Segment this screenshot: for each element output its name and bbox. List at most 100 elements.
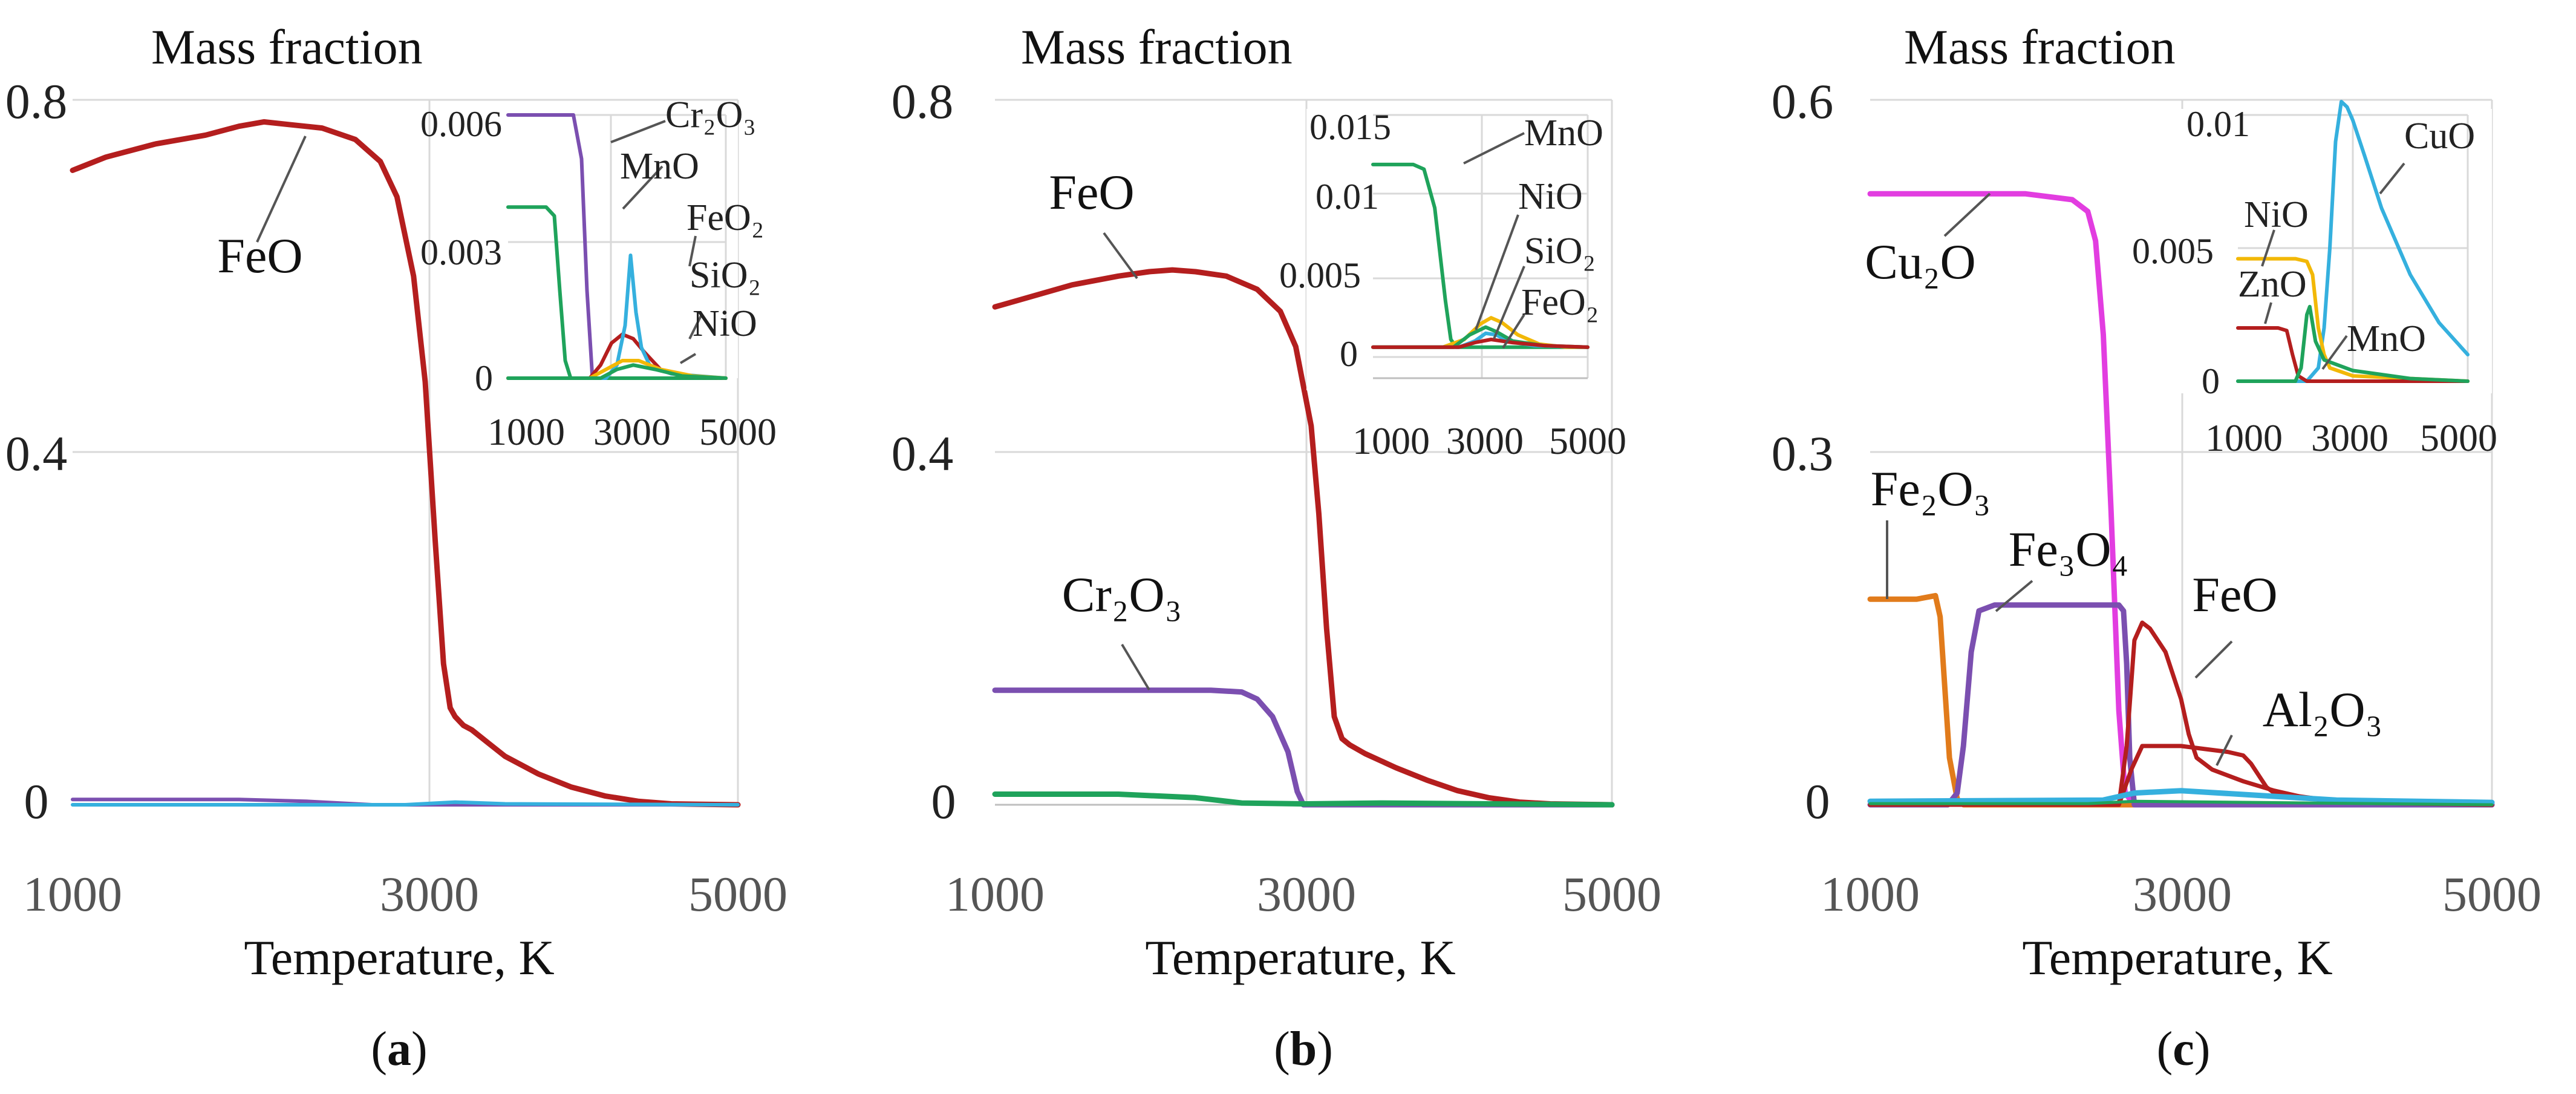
panel-a-inset-label-cr2o3: Cr₂O₃ [665, 94, 756, 136]
panel-c-series-al2o3-4 [1868, 744, 2494, 807]
panel-a-ytick-0: 0 [24, 774, 49, 829]
panel-a-title: Mass fraction [151, 19, 423, 74]
panel-b-inset-label-nio: NiO [1518, 176, 1583, 217]
panel-c-caption: (c) [2157, 1023, 2211, 1076]
panel-b-inset-ytick-0.005: 0.005 [1279, 255, 1361, 295]
panel-c-caption-letter: c [2173, 1023, 2194, 1076]
panel-c-inset-series [2236, 100, 2470, 383]
panel-c-inset-series-cuo-0 [2236, 100, 2470, 383]
panel-c-xtick-1000: 1000 [1821, 866, 1920, 922]
panel-b-series-cr2o3-1 [992, 687, 1615, 808]
panel-c-inset-xtick-1000: 1000 [2205, 416, 2283, 459]
panel-c-ytick-0.6: 0.6 [1772, 74, 1834, 129]
panel-c-xtick-5000: 5000 [2442, 866, 2542, 922]
panel-b-gridlines [995, 99, 1613, 805]
panel-b-feo-label: FeO [1049, 165, 1134, 220]
panel-b-inset-series-feo-4 [1371, 338, 1590, 349]
panel-c-cu2o-label: Cu₂O [1865, 234, 1976, 289]
panel-a-inset-callout-mno [622, 165, 664, 210]
panel-c-inset-xtick-5000: 5000 [2420, 416, 2497, 459]
panel-b-inset: 0.015 0.01 0.005 0 1000 3000 5000 MnO Ni… [1279, 107, 1626, 462]
panel-a-ytick-0.8: 0.8 [5, 74, 68, 129]
panel-c-inset-ytick-0.01: 0.01 [2186, 104, 2250, 144]
panel-a-inset-callout-cr2o3 [610, 120, 666, 143]
panel-a-inset-xtick-1000: 1000 [487, 410, 565, 453]
panel-a-inset-callout-sio2 [688, 314, 703, 339]
panel-a-inset-label-sio2: SiO₂ [690, 255, 761, 296]
panel-a-series-feo-0 [70, 119, 741, 808]
panel-c-series-mno-6 [1868, 799, 2494, 807]
panel-a-x-axis-label: Temperature, K [244, 930, 554, 985]
panel-b-inset-series [1371, 162, 1590, 349]
panel-c-ytick-0.3: 0.3 [1772, 426, 1834, 481]
panel-a-caption: (a) [371, 1023, 427, 1076]
panel-a-inset-callout-feo2 [688, 235, 697, 267]
panel-c-inset-callout-zno [2264, 302, 2272, 324]
panel-a-inset-ytick-0.006: 0.006 [420, 104, 502, 144]
panel-c-series-cuo-5 [1867, 788, 2495, 805]
panel-c-cu2o-callout [1943, 192, 1991, 237]
panel-a-ytick-0.4: 0.4 [5, 426, 68, 481]
panel-a-series [70, 119, 741, 808]
panel-b-feo-callout [1103, 232, 1138, 280]
panel-b-ytick-0.8: 0.8 [892, 74, 954, 129]
panel-c-inset-ytick-0.005: 0.005 [2132, 231, 2214, 271]
panel-c-feo-label: FeO [2192, 567, 2277, 622]
panel-b-inset-ytick-0.01: 0.01 [1316, 177, 1379, 217]
panel-a-xtick-1000: 1000 [23, 866, 122, 922]
panel-a-inset-series [506, 113, 728, 380]
panel-c-inset: 0.01 0.005 0 1000 3000 5000 CuO NiO ZnO … [2132, 100, 2497, 459]
panel-b-series-feo-0 [992, 267, 1615, 808]
panel-a: Mass fraction 0.8 0.4 0 1000 3000 5000 T… [5, 19, 787, 1076]
panel-b-inset-label-mno: MnO [1524, 113, 1603, 154]
panel-b-xtick-1000: 1000 [945, 866, 1045, 922]
panel-a-inset-label-nio: NiO [693, 303, 757, 344]
panel-c-fe3o4-label: Fe₃O₄ [2009, 522, 2128, 577]
panel-b-inset-label-sio2: SiO₂ [1524, 231, 1596, 272]
panel-c-feo-callout [2194, 640, 2233, 679]
panel-c-fe2o3-label: Fe₂O₃ [1871, 461, 1991, 516]
panel-b-inset-xtick-5000: 5000 [1549, 419, 1626, 462]
panel-c-inset-callout-mno [2321, 335, 2348, 370]
panel-b-xtick-3000: 3000 [1257, 866, 1356, 922]
panel-b-inset-callout-mno [1463, 132, 1525, 165]
panel-b-inset-callout-feo2 [1502, 313, 1525, 349]
panel-c-inset-label-cuo: CuO [2404, 116, 2475, 157]
panel-b-cr2o3-label: Cr₂O₃ [1062, 567, 1182, 622]
panel-a-inset-series-nio-5 [506, 363, 728, 380]
panel-c: Mass fraction 0.6 0.3 0 1000 3000 5000 T… [1772, 19, 2542, 1076]
panel-a-inset-ytick-0: 0 [475, 358, 493, 398]
panel-a-caption-letter: a [387, 1023, 411, 1076]
panel-a-xtick-5000: 5000 [688, 866, 787, 922]
panel-a-inset-callout-nio [679, 353, 697, 364]
panel-a-feo-callout [256, 136, 307, 243]
panel-c-title: Mass fraction [1904, 19, 2176, 74]
panel-a-inset-label-feo2: FeO₂ [686, 197, 764, 238]
panel-b-cr2o3-callout [1121, 643, 1150, 691]
panel-b-caption-letter: b [1290, 1023, 1317, 1076]
panel-c-fe3o4-callout [1995, 580, 2033, 612]
panel-c-inset-callout-nio [2261, 229, 2275, 267]
panel-c-series [1867, 191, 2495, 808]
panel-b-title: Mass fraction [1021, 19, 1293, 74]
panel-c-ytick-0: 0 [1805, 774, 1830, 829]
panel-c-inset-series-nio-1 [2236, 257, 2470, 383]
panel-b-x-axis-label: Temperature, K [1145, 930, 1455, 985]
panel-c-inset-ytick-0: 0 [2202, 361, 2220, 401]
panel-c-inset-label-zno: ZnO [2238, 264, 2307, 305]
panel-c-inset-label-mno: MnO [2347, 318, 2426, 359]
panel-b-inset-ytick-0.015: 0.015 [1309, 107, 1391, 147]
panel-b-series [992, 267, 1615, 808]
panel-c-inset-label-nio: NiO [2244, 194, 2309, 235]
panel-a-inset: 0.006 0.003 0 1000 3000 5000 Cr₂O₃ MnO F… [420, 94, 777, 453]
panel-a-inset-xtick-5000: 5000 [699, 410, 777, 453]
panel-a-series-baseline-2 [71, 800, 740, 807]
panel-b-inset-callout-nio [1475, 214, 1519, 330]
panel-a-inset-xtick-3000: 3000 [593, 410, 671, 453]
panel-c-x-axis-label: Temperature, K [2022, 930, 2332, 985]
panel-b-caption: (b) [1274, 1023, 1333, 1076]
panel-a-inset-ytick-0.003: 0.003 [420, 232, 502, 272]
panel-c-inset-series-mno-3 [2236, 304, 2470, 383]
panel-b-series-mno-2 [992, 791, 1615, 808]
